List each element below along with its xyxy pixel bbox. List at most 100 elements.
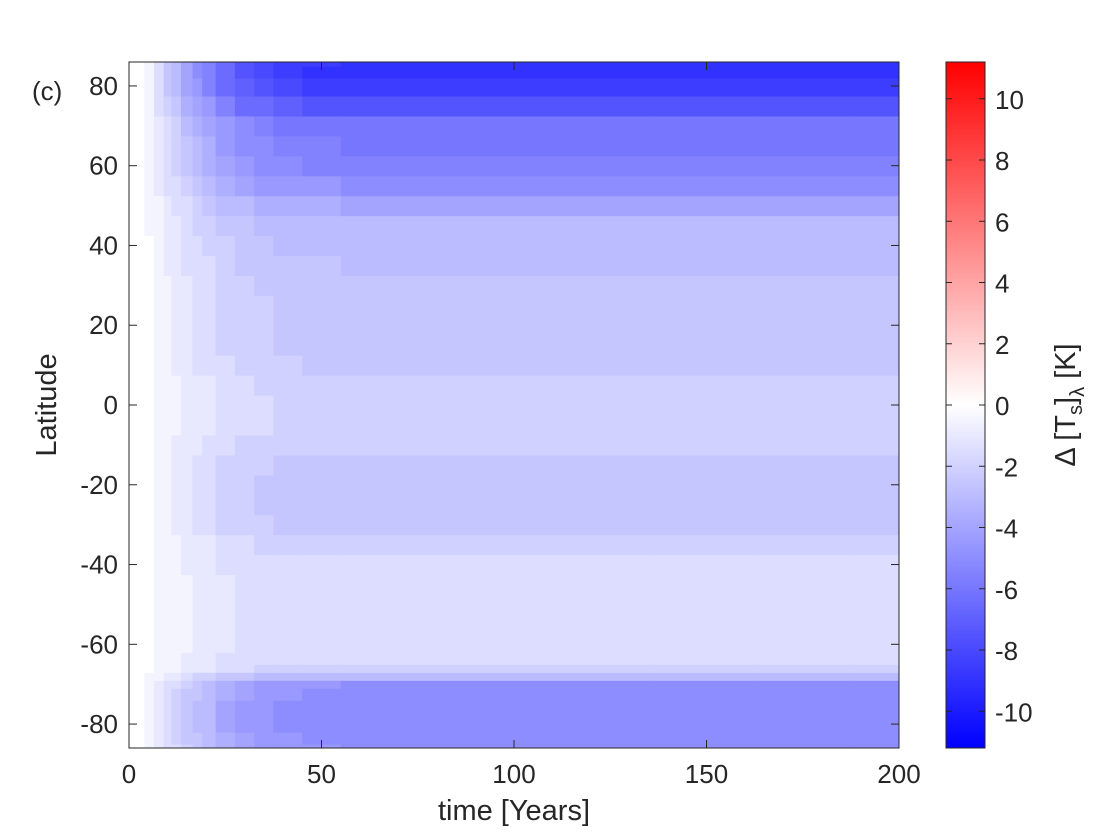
heatmap-cell xyxy=(234,315,255,336)
heatmap-cell xyxy=(234,135,255,157)
heatmap-cell xyxy=(134,255,145,276)
heatmap-cell xyxy=(648,474,756,496)
heatmap-cell xyxy=(254,335,274,356)
heatmap-cell xyxy=(398,65,477,79)
heatmap-cell xyxy=(144,652,155,665)
heatmap-cell xyxy=(475,195,554,217)
heatmap-cell xyxy=(192,534,203,556)
heatmap-cell xyxy=(171,594,182,615)
heatmap-cell xyxy=(180,614,194,635)
heatmap-cell xyxy=(154,375,165,396)
heatmap-cell xyxy=(134,295,145,316)
heatmap-cell xyxy=(754,534,852,556)
heatmap-cell xyxy=(850,474,899,496)
heatmap-cell xyxy=(129,688,136,701)
heatmap-cell xyxy=(215,672,236,681)
heatmap-cell xyxy=(163,255,172,276)
heatmap-cell xyxy=(180,634,194,653)
heatmap-cell xyxy=(144,315,155,336)
heatmap-cell xyxy=(552,744,650,748)
heatmap-cell xyxy=(129,574,136,596)
heatmap-cell xyxy=(850,395,899,416)
heatmap-cell xyxy=(234,65,255,79)
heatmap-cell xyxy=(234,732,255,745)
heatmap-cell xyxy=(171,315,182,336)
heatmap-cell xyxy=(648,554,756,576)
heatmap-cell xyxy=(398,514,477,536)
heatmap-cell xyxy=(192,215,203,237)
heatmap-cell xyxy=(144,514,155,536)
heatmap-cell xyxy=(254,95,274,117)
heatmap-cell xyxy=(192,594,203,615)
heatmap-cell xyxy=(398,634,477,653)
heatmap-cell xyxy=(850,634,899,653)
heatmap-cell xyxy=(215,95,236,117)
heatmap-cell xyxy=(180,474,194,496)
heatmap-cell xyxy=(129,672,136,681)
heatmap-cell xyxy=(254,494,274,516)
heatmap-cell xyxy=(154,434,165,456)
heatmap-cell xyxy=(154,414,165,436)
heatmap-cell xyxy=(302,375,342,396)
heatmap-cell xyxy=(273,494,303,516)
heatmap-cell xyxy=(202,235,217,257)
heatmap-cell xyxy=(850,514,899,536)
heatmap-cell xyxy=(163,672,172,681)
heatmap-cell xyxy=(129,195,136,217)
heatmap-cell xyxy=(180,700,194,717)
heatmap-cell xyxy=(144,454,155,476)
heatmap-cell xyxy=(340,355,400,376)
heatmap-cell xyxy=(552,355,650,376)
heatmap-cell xyxy=(202,688,217,701)
heatmap-cell xyxy=(171,275,182,296)
heatmap-cell xyxy=(180,115,194,137)
heatmap-cell xyxy=(234,700,255,717)
heatmap-cell xyxy=(398,454,477,476)
heatmap-cell xyxy=(202,652,217,665)
heatmap-cell xyxy=(163,474,172,496)
heatmap-cell xyxy=(398,77,477,97)
heatmap-cell xyxy=(254,135,274,157)
heatmap-cell xyxy=(475,255,554,276)
heatmap-cell xyxy=(398,155,477,177)
heatmap-cell xyxy=(340,634,400,653)
heatmap-cell xyxy=(202,155,217,177)
heatmap-cell xyxy=(215,65,236,79)
heatmap-cell xyxy=(340,235,400,257)
heatmap-cell xyxy=(648,135,756,157)
heatmap-cell xyxy=(754,115,852,137)
heatmap-cell xyxy=(648,235,756,257)
heatmap-cell xyxy=(850,732,899,745)
heatmap-cell xyxy=(340,700,400,717)
heatmap-cell xyxy=(552,554,650,576)
heatmap-cell xyxy=(340,716,400,733)
heatmap-cell xyxy=(202,295,217,316)
heatmap-cell xyxy=(180,652,194,665)
heatmap-cell xyxy=(144,634,155,653)
heatmap-cell xyxy=(398,688,477,701)
heatmap-cell xyxy=(171,634,182,653)
colorbar-tick-label: -2 xyxy=(995,452,1018,482)
heatmap-cell xyxy=(340,375,400,396)
panel-label: (c) xyxy=(32,76,62,106)
heatmap-cell xyxy=(754,375,852,396)
heatmap-cell xyxy=(302,355,342,376)
heatmap-cell xyxy=(648,115,756,137)
heatmap-cell xyxy=(180,215,194,237)
heatmap-cell xyxy=(254,235,274,257)
heatmap-cell xyxy=(171,135,182,157)
heatmap-cell xyxy=(475,355,554,376)
heatmap-cell xyxy=(398,115,477,137)
heatmap-cell xyxy=(398,414,477,436)
heatmap-cell xyxy=(340,155,400,177)
heatmap-cell xyxy=(202,514,217,536)
heatmap-cell xyxy=(163,295,172,316)
heatmap-cell xyxy=(154,315,165,336)
heatmap-cell xyxy=(144,594,155,615)
heatmap-cell xyxy=(180,672,194,681)
heatmap-cell xyxy=(273,65,303,79)
heatmap-cell xyxy=(163,215,172,237)
heatmap-cell xyxy=(234,215,255,237)
heatmap-cell xyxy=(234,574,255,596)
y-tick-label: -60 xyxy=(80,629,118,659)
